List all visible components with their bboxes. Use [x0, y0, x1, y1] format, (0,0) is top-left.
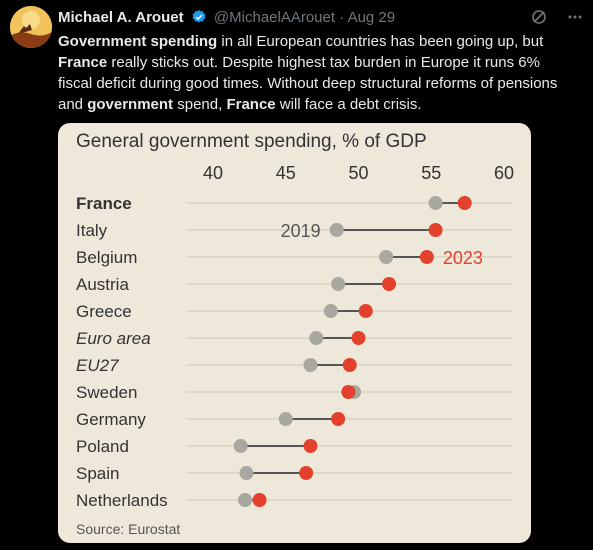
avatar-image: [10, 6, 52, 48]
tweet-text-segment: Government spending: [58, 33, 218, 50]
dot-2023: [252, 493, 267, 507]
dot-2019: [238, 493, 253, 507]
verified-badge-icon: [191, 9, 207, 25]
dot-2023: [382, 277, 397, 291]
tweet-text: Government spending in all European coun…: [58, 31, 578, 115]
category-label: Poland: [76, 437, 129, 456]
dot-2019: [428, 196, 443, 210]
x-tick-label: 40: [203, 163, 223, 183]
tweet-date[interactable]: Aug 29: [347, 9, 396, 26]
tweet-text-segment: in all European countries has been going…: [217, 33, 544, 50]
dot-2019: [323, 304, 338, 318]
dot-2023: [342, 358, 357, 372]
category-label: EU27: [76, 356, 119, 375]
dot-2023: [351, 331, 366, 345]
category-label: France: [76, 194, 132, 213]
tweet-text-segment: spend,: [173, 96, 227, 113]
dot-2023: [331, 412, 346, 426]
category-label: Sweden: [76, 383, 137, 402]
category-label: Euro area: [76, 329, 151, 348]
tweet-text-segment: will face a debt crisis.: [275, 96, 422, 113]
category-label: Austria: [76, 275, 129, 294]
dot-2023: [341, 385, 356, 399]
category-label: Italy: [76, 221, 108, 240]
x-tick-label: 55: [421, 163, 441, 183]
tweet-text-segment: really sticks out. Despite highest tax b…: [58, 54, 558, 113]
author-name[interactable]: Michael A. Arouet: [58, 9, 184, 26]
x-tick-label: 45: [276, 163, 296, 183]
tweet-text-segment: France: [226, 96, 276, 113]
dot-2019: [309, 331, 324, 345]
dot-2023: [457, 196, 472, 210]
category-label: Greece: [76, 302, 132, 321]
dot-2023: [428, 223, 443, 237]
dot-2019: [379, 250, 394, 264]
annotation-2023: 2023: [443, 248, 483, 268]
tweet-text-segment: France: [58, 54, 108, 71]
tweet-text-segment: government: [87, 96, 174, 113]
category-label: Spain: [76, 464, 119, 483]
x-tick-label: 60: [494, 163, 514, 183]
dot-2023: [358, 304, 373, 318]
x-tick-label: 50: [348, 163, 368, 183]
category-label: Belgium: [76, 248, 137, 267]
chart-title: General government spending, % of GDP: [76, 131, 427, 152]
category-label: Netherlands: [76, 491, 168, 510]
dot-2019: [303, 358, 318, 372]
tweet-header: Michael A. Arouet @MichaelAArouet · Aug …: [58, 9, 583, 29]
category-label: Germany: [76, 410, 146, 429]
grok-icon[interactable]: [531, 9, 547, 29]
dot-2019: [278, 412, 293, 426]
dot-2023: [303, 439, 318, 453]
chart-svg: 40 45 50 55 60 France Italy Belgium Austria Greec…: [76, 163, 514, 510]
dot-2019: [233, 439, 248, 453]
chart-card[interactable]: 40 45 50 55 60 France Italy Belgium Austria Greec…: [58, 123, 531, 543]
author-handle[interactable]: @MichaelAArouet: [213, 9, 336, 26]
dot-2019: [329, 223, 344, 237]
dot-2019: [239, 466, 254, 480]
dot-2023: [299, 466, 314, 480]
separator-dot: ·: [339, 9, 345, 26]
avatar[interactable]: [10, 6, 52, 48]
dot-2023: [419, 250, 434, 264]
more-icon[interactable]: [567, 9, 583, 29]
annotation-2019: 2019: [281, 221, 321, 241]
dot-2019: [331, 277, 346, 291]
chart-source: Source: Eurostat: [76, 521, 181, 537]
